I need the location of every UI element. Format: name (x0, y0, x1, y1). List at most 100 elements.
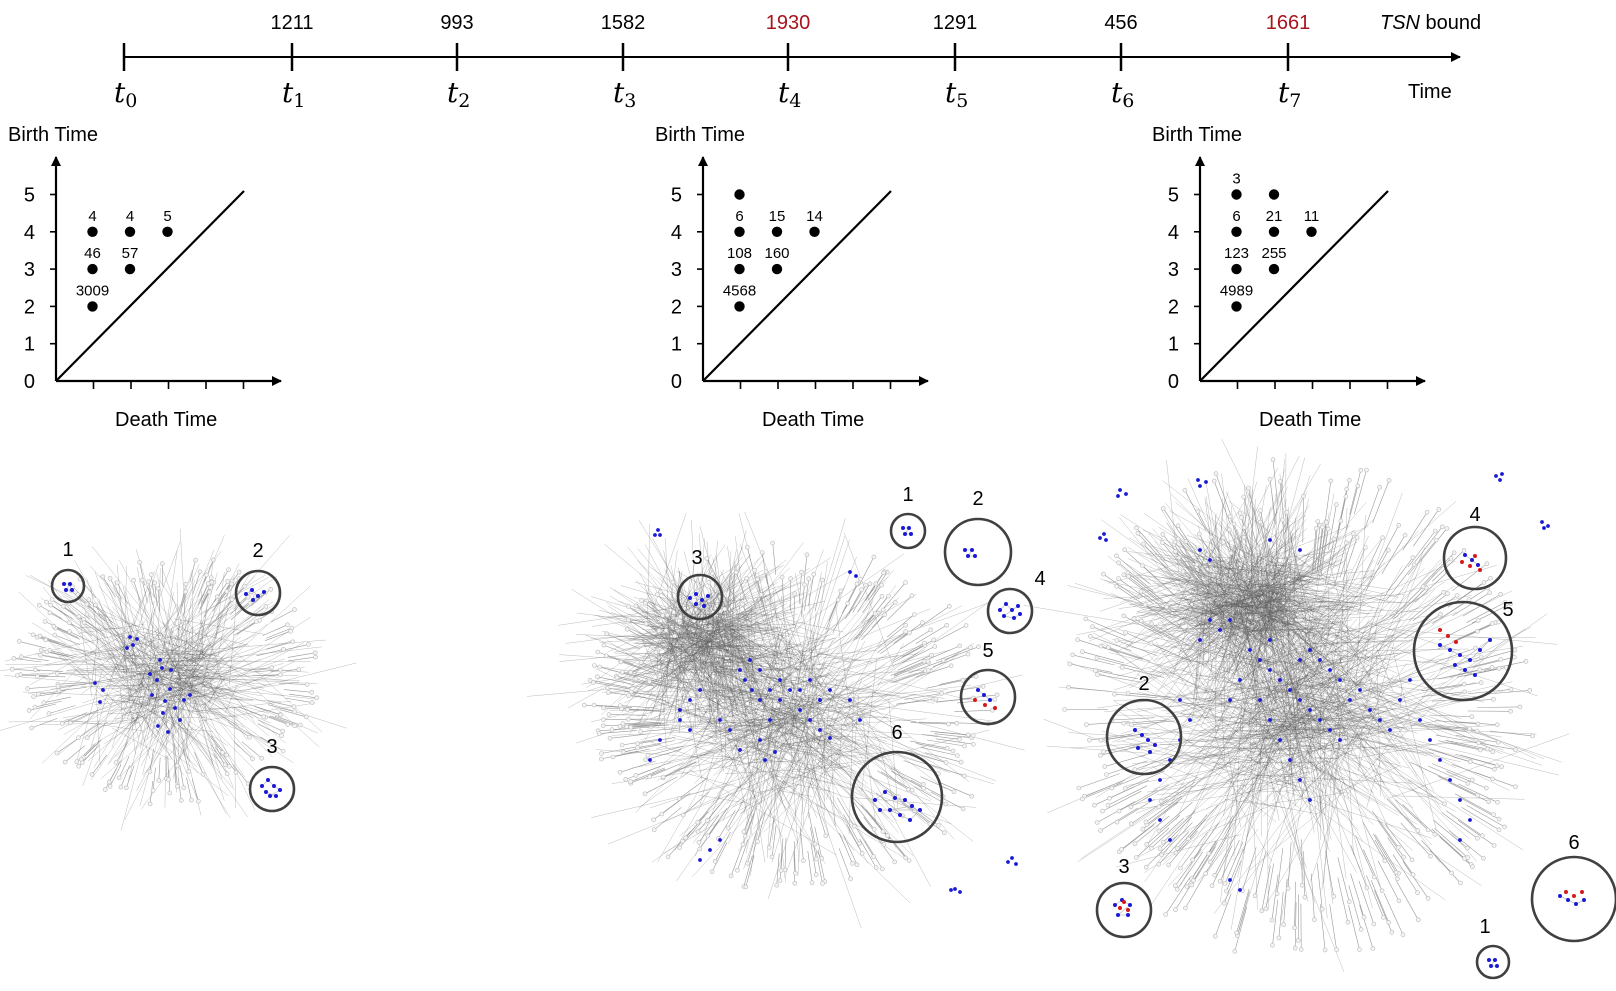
peripheral-edge (238, 706, 264, 717)
peripheral-node (1158, 798, 1164, 804)
peripheral-edge (279, 683, 308, 685)
network-edge (704, 624, 726, 645)
network-edge (719, 696, 773, 766)
highlight-node-blue (818, 698, 822, 702)
peripheral-node (1259, 908, 1265, 914)
network-edge (705, 629, 751, 648)
component-node-blue (251, 598, 255, 602)
network-edge (139, 647, 191, 677)
peripheral-edge (224, 578, 240, 599)
peripheral-node (47, 610, 53, 616)
highlight-node-blue (718, 718, 722, 722)
network-edge (699, 653, 739, 658)
network-edge (97, 707, 178, 728)
peripheral-edge (194, 752, 204, 775)
peripheral-node (1449, 870, 1454, 876)
peripheral-node (1160, 532, 1166, 537)
network-edge (147, 643, 248, 675)
network-edge (697, 612, 789, 644)
peripheral-node (741, 829, 747, 835)
peripheral-edge (1349, 470, 1362, 515)
highlight-node-blue (768, 688, 772, 692)
network-edge (693, 745, 745, 763)
component-node-blue (278, 788, 282, 792)
peripheral-node (617, 703, 623, 708)
network-edge (751, 712, 756, 747)
network-edge (115, 631, 179, 669)
network-edge (718, 616, 778, 672)
network-edge (159, 687, 178, 747)
network-edge (176, 638, 229, 689)
highlight-node-blue (135, 637, 139, 641)
network-edge (750, 638, 802, 712)
peripheral-edge (943, 646, 979, 661)
peripheral-node (1121, 613, 1126, 619)
network-edge (693, 638, 707, 656)
component-node-blue (68, 582, 72, 586)
network-edge (39, 722, 140, 725)
network-edge (822, 692, 886, 710)
peripheral-edge (258, 719, 283, 732)
component-node-red (993, 706, 997, 710)
network-edge (154, 677, 232, 690)
network-edge (769, 753, 783, 802)
network-edge (197, 580, 232, 702)
network-edge (679, 652, 784, 666)
network-edge (698, 644, 801, 648)
peripheral-edge (1429, 850, 1461, 884)
network-edge (783, 652, 919, 737)
highlight-node-blue (163, 699, 167, 703)
peripheral-node (744, 576, 750, 581)
network-edge (734, 593, 741, 660)
network-edge (162, 693, 254, 702)
peripheral-node (799, 569, 804, 575)
peripheral-node (207, 589, 212, 595)
peripheral-edge (69, 631, 94, 644)
network-edge (167, 577, 270, 631)
network-edge (64, 591, 147, 665)
component-node-blue (1004, 602, 1008, 606)
network-edge (768, 705, 820, 817)
network-edge (121, 713, 143, 733)
peripheral-edge (1446, 771, 1487, 789)
network-edge (140, 667, 157, 749)
peripheral-node (1481, 580, 1487, 585)
highlight-node-blue (818, 728, 822, 732)
peripheral-node (76, 735, 81, 741)
network-edge (723, 584, 785, 642)
network-edge (692, 643, 726, 646)
network-edge (723, 719, 751, 734)
peripheral-edge (1116, 799, 1155, 823)
network-edge (720, 570, 793, 713)
network-edge (748, 627, 750, 656)
component-node-blue (264, 790, 268, 794)
network-edge (693, 652, 785, 671)
network-edge (770, 749, 778, 778)
peripheral-node (38, 647, 44, 653)
network-edge (189, 690, 225, 801)
peripheral-node (770, 540, 776, 546)
highlight-node-blue (808, 718, 812, 722)
peripheral-edge (207, 733, 223, 753)
network-edge (767, 708, 802, 719)
network-edge (633, 660, 676, 672)
peripheral-node (1076, 785, 1082, 791)
peripheral-edge (217, 583, 233, 605)
network-edge (723, 634, 737, 650)
network-edge (707, 683, 786, 699)
network-edge (663, 624, 691, 672)
peripheral-edge (1348, 885, 1362, 930)
component-node-blue (901, 526, 905, 530)
network-edge (698, 573, 729, 630)
y-tick-label-5: 5 (671, 185, 682, 207)
peripheral-edge (204, 559, 214, 582)
y-tick-label-5: 5 (24, 185, 35, 207)
y-tick-label-2: 2 (1168, 296, 1179, 318)
peripheral-edge (1395, 799, 1429, 831)
network-edge (677, 567, 684, 594)
network-edge (696, 650, 713, 680)
time-label-t0: t0 (114, 76, 137, 112)
peripheral-node (102, 787, 108, 792)
peripheral-edge (667, 830, 691, 857)
network-edge (163, 685, 173, 731)
